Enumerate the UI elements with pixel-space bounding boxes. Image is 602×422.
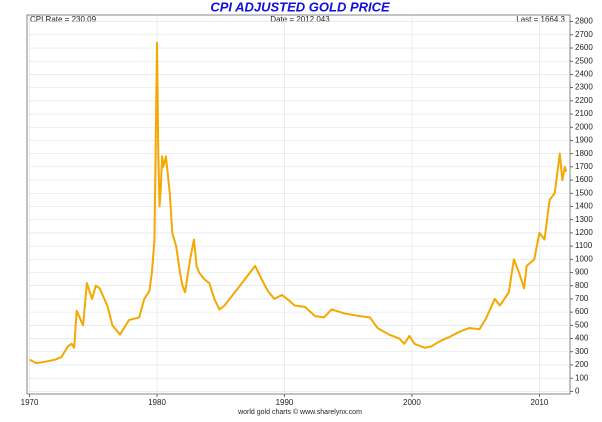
footer: world gold charts © www.sharelynx.com bbox=[237, 408, 362, 416]
y-tick-label: 1500 bbox=[575, 188, 593, 197]
y-tick-label: 1800 bbox=[575, 149, 593, 158]
y-tick-label: 600 bbox=[575, 307, 589, 316]
y-tick-label: 2500 bbox=[575, 56, 593, 65]
chart-title: CPI ADJUSTED GOLD PRICE bbox=[210, 0, 390, 14]
y-tick-label: 2300 bbox=[575, 83, 593, 92]
x-tick-label: 1980 bbox=[148, 398, 166, 407]
y-tick-label: 2200 bbox=[575, 96, 593, 105]
y-tick-label: 2100 bbox=[575, 109, 593, 118]
y-tick-label: 1700 bbox=[575, 162, 593, 171]
y-tick-label: 800 bbox=[575, 281, 589, 290]
y-tick-label: 900 bbox=[575, 268, 589, 277]
y-tick-label: 100 bbox=[575, 373, 589, 382]
x-tick-label: 1970 bbox=[21, 398, 39, 407]
y-tick-label: 2600 bbox=[575, 43, 593, 52]
y-tick-label: 700 bbox=[575, 294, 589, 303]
y-tick-label: 2800 bbox=[575, 17, 593, 26]
annotation: Last = 1664.3 bbox=[516, 15, 565, 24]
y-tick-label: 200 bbox=[575, 360, 589, 369]
y-tick-label: 1900 bbox=[575, 136, 593, 145]
y-tick-label: 1200 bbox=[575, 228, 593, 237]
price-line bbox=[29, 41, 568, 364]
y-tick-label: 2000 bbox=[575, 122, 593, 131]
x-tick-label: 1990 bbox=[276, 398, 294, 407]
y-tick-label: 300 bbox=[575, 347, 589, 356]
y-tick-label: 1400 bbox=[575, 202, 593, 211]
y-tick-label: 2700 bbox=[575, 30, 593, 39]
x-tick-label: 2000 bbox=[403, 398, 421, 407]
y-tick-label: 1100 bbox=[575, 241, 593, 250]
x-tick-label: 2010 bbox=[531, 398, 549, 407]
annotation: CPI Rate = 230.09 bbox=[30, 15, 97, 24]
y-tick-label: 2400 bbox=[575, 70, 593, 79]
annotation: Date = 2012.043 bbox=[270, 15, 330, 24]
y-tick-label: 500 bbox=[575, 320, 589, 329]
plot-frame bbox=[26, 14, 571, 395]
y-tick-label: 400 bbox=[575, 334, 589, 343]
y-tick-label: 1600 bbox=[575, 175, 593, 184]
y-tick-label: 0 bbox=[575, 386, 580, 395]
y-tick-label: 1000 bbox=[575, 254, 593, 263]
y-tick-label: 1300 bbox=[575, 215, 593, 224]
